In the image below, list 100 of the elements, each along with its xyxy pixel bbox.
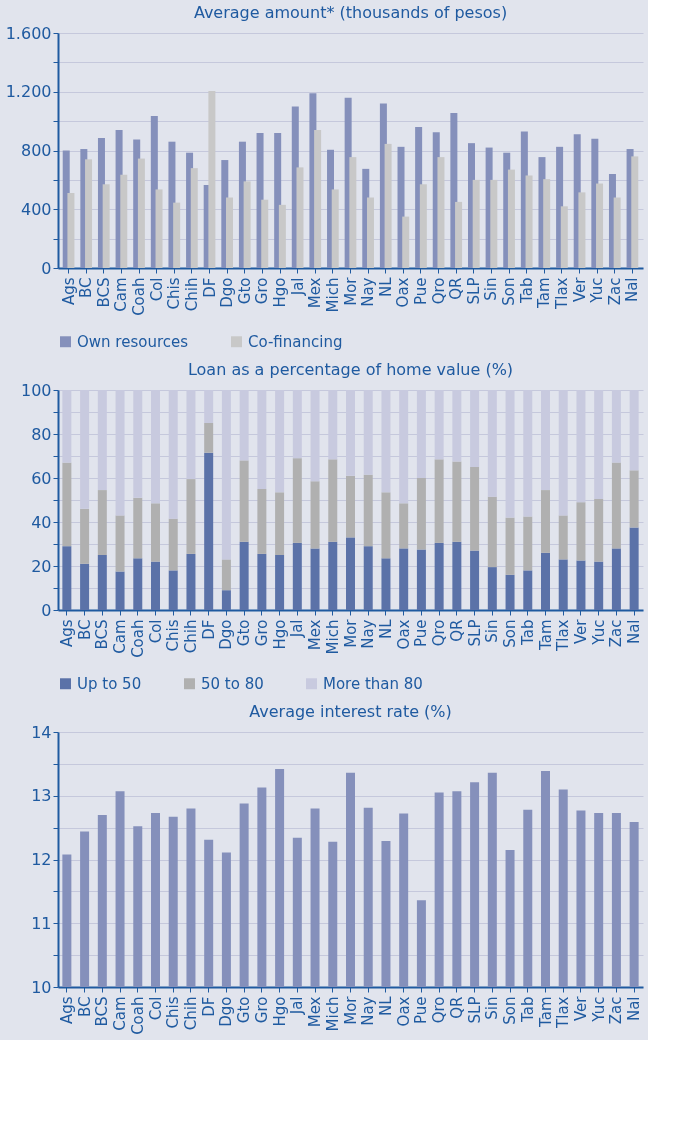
bar xyxy=(594,498,604,562)
bar xyxy=(239,460,249,542)
legend-label: Up to 50 xyxy=(77,674,142,693)
bar xyxy=(133,497,143,559)
x-tick-label: QR xyxy=(447,996,466,1019)
bar xyxy=(470,550,480,610)
legend-label: Co-financing xyxy=(248,332,343,351)
bar xyxy=(115,571,125,610)
bar xyxy=(296,167,304,268)
x-tick-label: DF xyxy=(199,619,218,640)
x-tick-label: Dgo xyxy=(217,996,236,1027)
x-tick-label: Qro xyxy=(430,619,449,647)
x-tick-label: Nay xyxy=(359,619,378,649)
bar xyxy=(613,197,621,268)
bar xyxy=(416,478,426,550)
bar xyxy=(120,174,128,268)
bar xyxy=(366,197,374,268)
bar xyxy=(221,559,231,591)
bar xyxy=(558,559,568,610)
x-tick-label: BC xyxy=(77,277,96,299)
x-tick-label: Hgo xyxy=(270,996,289,1027)
bar xyxy=(560,206,568,268)
bar xyxy=(576,560,586,610)
x-tick-label: Ags xyxy=(57,996,76,1025)
x-tick-label: Gro xyxy=(252,619,271,647)
x-tick-label: Jal xyxy=(288,996,307,1016)
x-tick-label: Col xyxy=(146,996,165,1021)
x-tick-label: Nal xyxy=(625,996,644,1022)
x-tick-label: BC xyxy=(75,619,94,641)
bar xyxy=(346,537,355,610)
bar xyxy=(543,179,551,268)
y-tick-label: 0 xyxy=(41,258,52,278)
x-tick-label: Nal xyxy=(625,619,644,645)
x-tick-label: Mor xyxy=(341,618,360,648)
x-tick-label: Tab xyxy=(518,996,537,1023)
x-tick-label: Qro xyxy=(429,277,448,305)
x-tick-label: Mor xyxy=(341,995,360,1025)
bar xyxy=(523,570,533,610)
y-tick-label: 1.600 xyxy=(5,23,52,43)
bar xyxy=(314,129,322,268)
chart-title: Loan as a percentage of home value (%) xyxy=(187,360,514,379)
y-tick-label: 1.200 xyxy=(5,82,52,102)
y-tick-label: 10 xyxy=(31,977,52,997)
bar xyxy=(292,542,302,610)
bar xyxy=(349,157,357,268)
x-tick-label: Son xyxy=(500,277,519,306)
bar xyxy=(541,490,550,553)
x-tick-label: Mor xyxy=(341,276,360,306)
bar xyxy=(505,517,515,575)
bar xyxy=(97,555,107,610)
x-tick-label: Chis xyxy=(164,996,183,1029)
y-tick-label: 100 xyxy=(20,380,52,400)
bar xyxy=(80,563,90,610)
x-tick-label: Gro xyxy=(252,996,271,1024)
x-tick-label: Gto xyxy=(235,619,254,647)
x-tick-label: DF xyxy=(199,996,218,1017)
bar xyxy=(168,518,178,571)
bar xyxy=(402,216,410,268)
bar xyxy=(97,490,107,555)
bar xyxy=(278,204,286,268)
bar xyxy=(523,516,533,571)
legend-label: 50 to 80 xyxy=(201,674,264,693)
bar xyxy=(611,548,621,610)
x-tick-label: Mich xyxy=(323,619,342,655)
x-tick-label: Sin xyxy=(483,619,502,643)
x-tick-label: Tlax xyxy=(554,996,573,1029)
bar xyxy=(221,590,231,610)
bar xyxy=(399,503,409,549)
bar xyxy=(155,189,163,268)
x-tick-label: Chis xyxy=(165,277,184,310)
x-tick-label: SLP xyxy=(464,277,483,305)
y-tick-label: 80 xyxy=(31,424,52,444)
bar xyxy=(525,175,533,268)
x-tick-label: NL xyxy=(376,276,395,298)
bar xyxy=(399,548,409,610)
x-tick-label: Oax xyxy=(394,996,413,1027)
x-tick-label: Gto xyxy=(235,277,254,305)
bar xyxy=(578,192,586,268)
bar xyxy=(328,541,338,610)
bar xyxy=(505,574,515,610)
bar xyxy=(558,515,568,560)
bar xyxy=(190,168,198,268)
y-tick-label: 14 xyxy=(31,722,52,742)
x-tick-label: Gro xyxy=(253,277,272,305)
bar xyxy=(331,189,339,268)
x-tick-label: DF xyxy=(200,277,219,298)
x-tick-label: Oax xyxy=(394,277,413,308)
bar xyxy=(437,157,445,268)
x-tick-label: Son xyxy=(501,996,520,1025)
x-tick-label: Ver xyxy=(570,276,589,302)
bar xyxy=(576,502,586,561)
x-tick-label: BCS xyxy=(93,996,112,1027)
bar xyxy=(133,558,143,610)
bar xyxy=(490,179,498,268)
bar xyxy=(186,553,196,610)
x-tick-label: Pue xyxy=(412,996,431,1025)
x-tick-label: Chis xyxy=(164,619,183,652)
x-tick-label: Ags xyxy=(59,277,78,306)
x-tick-label: BCS xyxy=(93,619,112,650)
x-tick-label: Nal xyxy=(623,277,642,303)
